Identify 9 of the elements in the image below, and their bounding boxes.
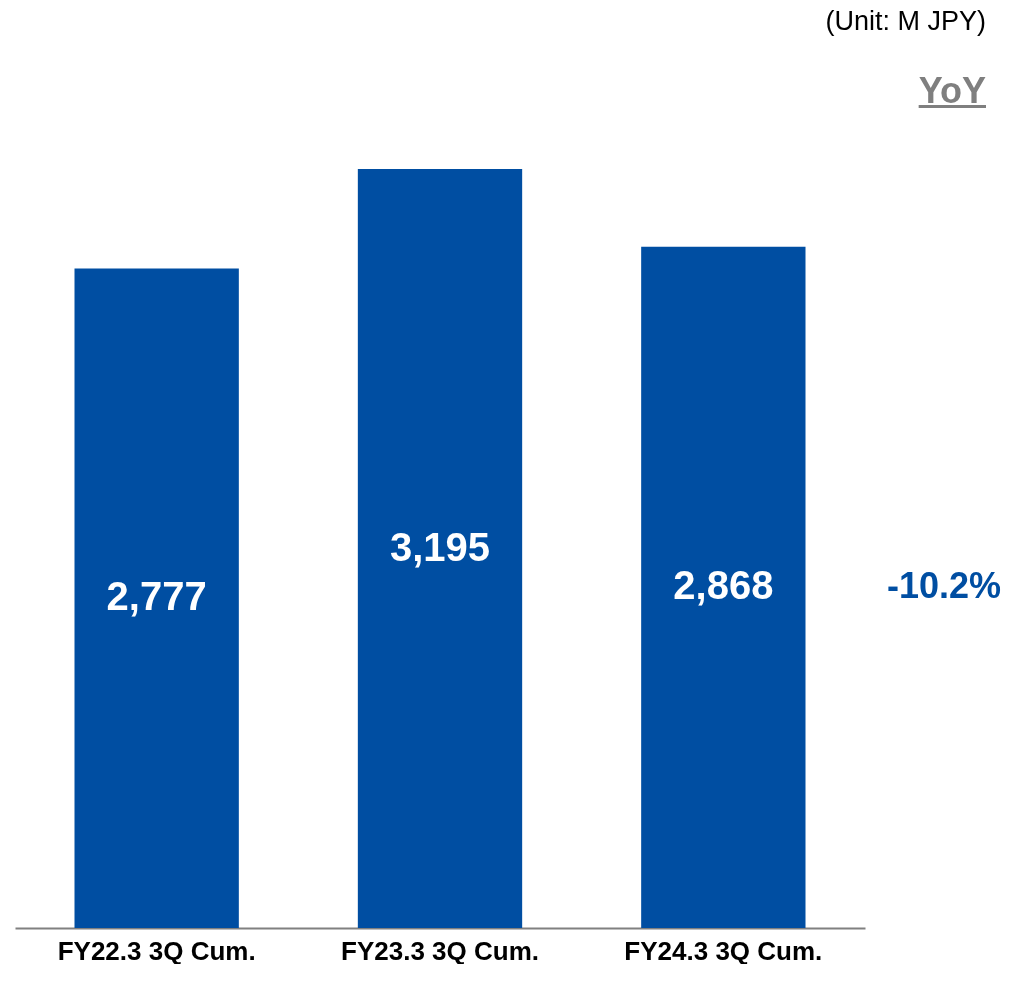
x-tick-label: FY24.3 3Q Cum.: [624, 935, 823, 966]
text: (Unit: M JPY): [825, 6, 986, 37]
x-tick-label: FY22.3 3Q Cum.: [57, 935, 256, 966]
data-label: 2,868: [673, 563, 774, 608]
data-label: 3,195: [389, 524, 491, 569]
text: YoY: [918, 70, 986, 112]
text: -10.2%: [886, 565, 1001, 607]
x-tick-label: FY23.3 3Q Cum.: [341, 935, 539, 966]
data-label: 2,777: [106, 574, 207, 619]
